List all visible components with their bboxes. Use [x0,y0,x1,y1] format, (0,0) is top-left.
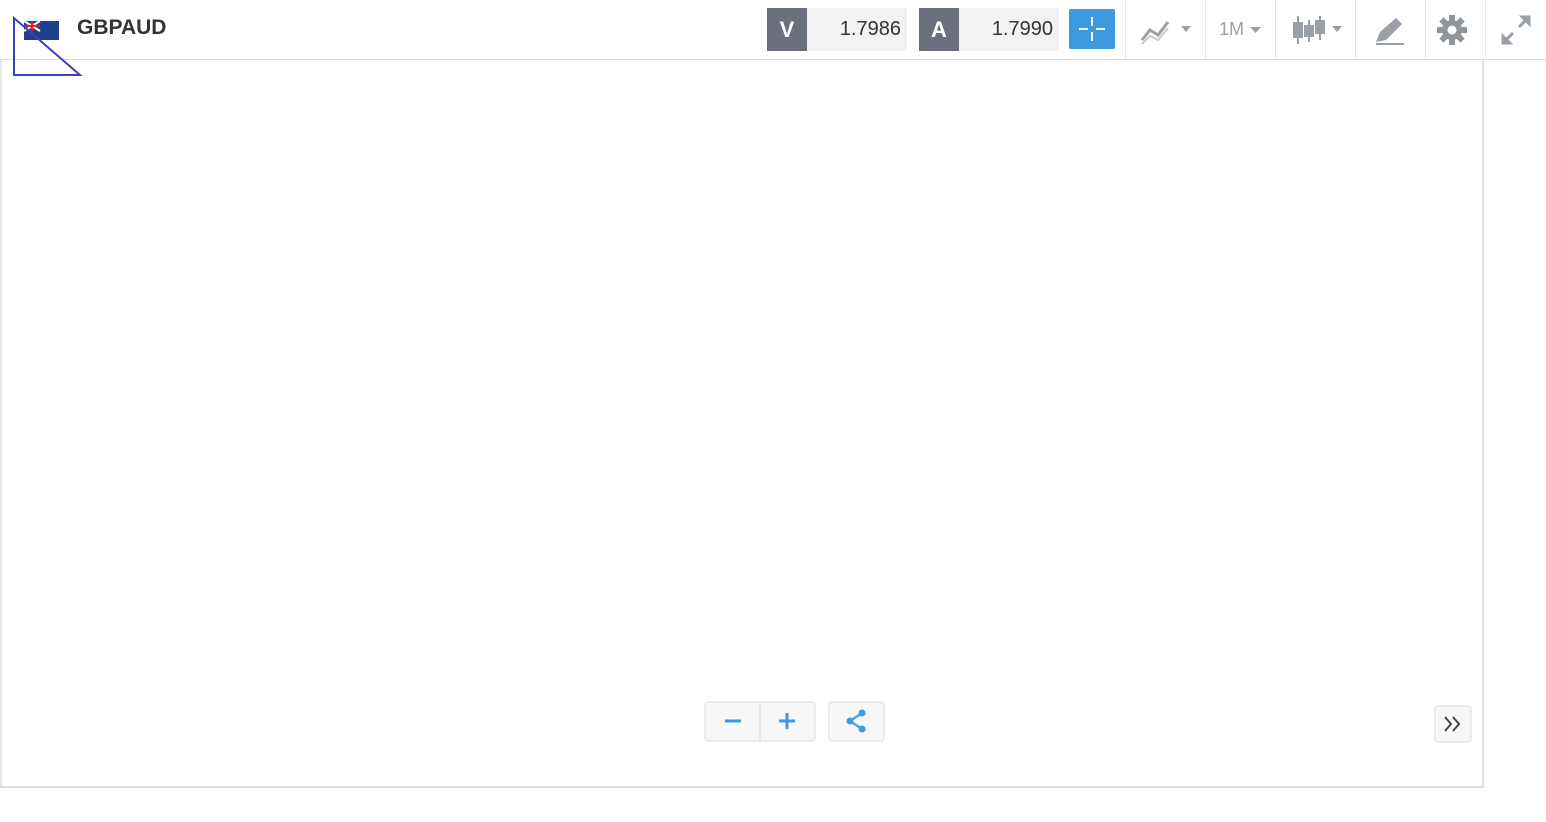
crosshair-button[interactable] [1069,9,1115,49]
chart-type-button[interactable] [1138,14,1198,51]
fullscreen-button[interactable] [1500,14,1532,51]
settings-button[interactable] [1436,14,1468,51]
candles-icon [1293,16,1342,44]
pen-icon [1376,18,1404,45]
separator [1205,0,1206,59]
share-icon [846,717,854,725]
scroll-end-button[interactable] [1434,705,1472,743]
timeframe-button[interactable]: 1M [1219,19,1245,39]
sell-price: 1.7986 [807,8,907,51]
timeframe-caret [1249,22,1263,40]
share-button[interactable] [828,701,885,742]
zoom-in-button[interactable] [779,713,795,729]
sell-button[interactable]: V [767,8,807,51]
separator [1425,0,1426,59]
scroll-panel [1434,705,1472,743]
drawing-button[interactable] [1372,14,1408,51]
share-icon [858,725,866,733]
separator [1125,0,1126,59]
separator [1275,0,1276,59]
buy-button[interactable]: A [919,8,959,51]
separator [1355,0,1356,59]
share-panel [828,701,885,742]
toolbar: GBPAUD V 1.7986 A 1.7990 1M [0,0,1546,60]
buy-price: 1.7990 [959,8,1059,51]
crosshair-icon [1079,17,1105,41]
share-icon [858,709,866,717]
separator [1485,0,1486,59]
expand-icon [1501,15,1531,45]
chevron-icon [1444,716,1453,732]
chevron-icon [1452,716,1461,732]
zoom-controls [704,701,1472,743]
symbol: GBPAUD [77,16,167,39]
candle-style-button[interactable] [1290,12,1350,53]
line-chart-icon [1140,21,1191,45]
gear-icon [1437,15,1467,45]
